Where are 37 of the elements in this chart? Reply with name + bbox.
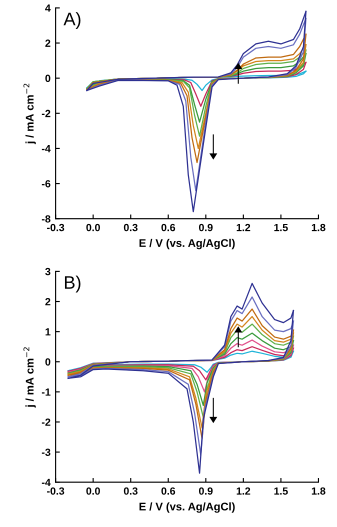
x-tick-label: 1.2	[236, 487, 250, 495]
x-tick-label: 1.2	[236, 224, 250, 232]
x-tick-label: 1.8	[312, 224, 326, 232]
y-tick-label: -4	[42, 145, 51, 152]
y-tick-label: 2	[45, 298, 50, 306]
x-axis-title: E / V (vs. Ag/AgCl)	[140, 502, 235, 513]
x-tick-label: 0.3	[124, 224, 138, 232]
y-tick-label: -4	[42, 478, 51, 486]
x-tick-label: 0.6	[161, 224, 176, 232]
x-tick-label: 1.5	[274, 224, 288, 232]
x-tick-label: 0.3	[124, 487, 138, 495]
x-tick-label: 1.5	[274, 487, 288, 495]
y-tick-label: 0	[45, 358, 50, 366]
x-tick-label: 0.9	[198, 224, 213, 232]
y-tick-label: 2	[45, 40, 50, 47]
y-tick-label: -6	[42, 180, 50, 188]
y-tick-label: -2	[42, 110, 50, 118]
annotation: B)	[64, 276, 80, 292]
y-tick-label: -3	[42, 448, 50, 456]
y-tick-label: 3	[45, 268, 50, 276]
y-tick-label: -1	[42, 388, 50, 396]
annotation: A)	[64, 12, 80, 29]
x-tick-label: 0.0	[86, 224, 100, 232]
x-axis-title: E / V (vs. Ag/AgCl)	[140, 238, 235, 250]
y-tick-label: -2	[42, 418, 50, 426]
y-axis-title: j / mA cm$^{−2}$	[23, 84, 36, 144]
y-tick-label: 4	[45, 4, 51, 12]
x-tick-label: -0.3	[47, 224, 64, 232]
x-tick-label: 0.0	[86, 487, 100, 495]
y-tick-label: 1	[46, 328, 50, 336]
x-tick-label: 1.8	[312, 487, 326, 495]
y-tick-label: -8	[42, 215, 50, 223]
x-tick-label: -0.3	[47, 487, 64, 495]
x-tick-label: 0.6	[161, 487, 176, 495]
x-tick-label: 0.9	[198, 487, 213, 495]
y-axis-title: j / mA cm$^{−2}$	[23, 347, 36, 408]
y-tick-label: 0	[45, 74, 50, 82]
